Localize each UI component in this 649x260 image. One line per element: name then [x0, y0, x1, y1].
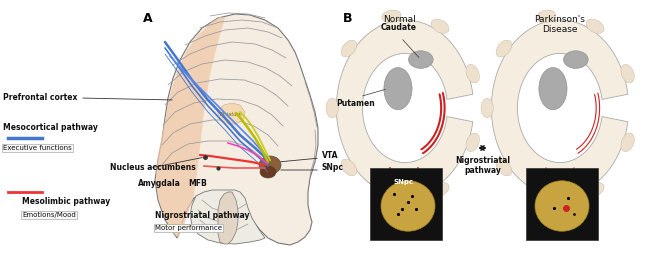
Ellipse shape: [382, 193, 401, 206]
Ellipse shape: [496, 40, 511, 57]
Text: Amygdala: Amygdala: [138, 179, 181, 187]
Text: A: A: [143, 12, 153, 25]
Ellipse shape: [586, 19, 604, 33]
Text: Motor performance: Motor performance: [155, 225, 222, 231]
Ellipse shape: [537, 193, 556, 206]
Polygon shape: [190, 190, 265, 244]
Text: Mesocortical pathway: Mesocortical pathway: [3, 124, 98, 133]
Polygon shape: [218, 103, 245, 124]
Text: B: B: [343, 12, 353, 25]
Ellipse shape: [326, 98, 338, 118]
Ellipse shape: [621, 64, 634, 83]
Ellipse shape: [563, 51, 588, 68]
Ellipse shape: [621, 133, 634, 152]
Text: SNpc: SNpc: [394, 179, 414, 185]
Text: Normal: Normal: [384, 15, 417, 24]
Ellipse shape: [496, 159, 511, 176]
Ellipse shape: [539, 68, 567, 110]
Ellipse shape: [408, 51, 433, 68]
Ellipse shape: [481, 98, 493, 118]
Text: Parkinson's
Disease: Parkinson's Disease: [535, 15, 585, 34]
Polygon shape: [218, 192, 238, 244]
Ellipse shape: [341, 159, 357, 176]
Text: Prefrontal cortex: Prefrontal cortex: [3, 94, 77, 102]
Ellipse shape: [537, 10, 556, 23]
Text: SNpc: SNpc: [322, 164, 344, 172]
Text: Nigrostriatal
pathway: Nigrostriatal pathway: [455, 156, 510, 176]
Ellipse shape: [381, 181, 435, 231]
Text: Caudate: Caudate: [381, 23, 417, 32]
Text: MFB: MFB: [188, 179, 207, 187]
Text: Putamen: Putamen: [337, 99, 375, 108]
Text: Nigrostriatal pathway: Nigrostriatal pathway: [155, 211, 249, 219]
Text: Emotions/Mood: Emotions/Mood: [22, 212, 76, 218]
Text: Nucleus accumbens: Nucleus accumbens: [110, 164, 196, 172]
Ellipse shape: [535, 181, 589, 231]
Polygon shape: [156, 17, 225, 237]
Text: Striatum: Striatum: [219, 112, 242, 116]
FancyBboxPatch shape: [526, 168, 598, 240]
Polygon shape: [155, 14, 318, 245]
Ellipse shape: [382, 10, 401, 23]
Polygon shape: [491, 20, 628, 196]
Ellipse shape: [384, 68, 412, 110]
Ellipse shape: [431, 183, 449, 197]
Ellipse shape: [466, 133, 480, 152]
Text: Executive functions: Executive functions: [3, 145, 72, 151]
Text: VTA: VTA: [322, 151, 339, 159]
Ellipse shape: [260, 166, 276, 178]
Ellipse shape: [341, 40, 357, 57]
Ellipse shape: [586, 183, 604, 197]
Ellipse shape: [431, 19, 449, 33]
FancyBboxPatch shape: [370, 168, 442, 240]
Ellipse shape: [259, 156, 281, 174]
Ellipse shape: [466, 64, 480, 83]
Text: Mesolimbic pathway: Mesolimbic pathway: [22, 198, 110, 206]
Polygon shape: [336, 20, 472, 196]
